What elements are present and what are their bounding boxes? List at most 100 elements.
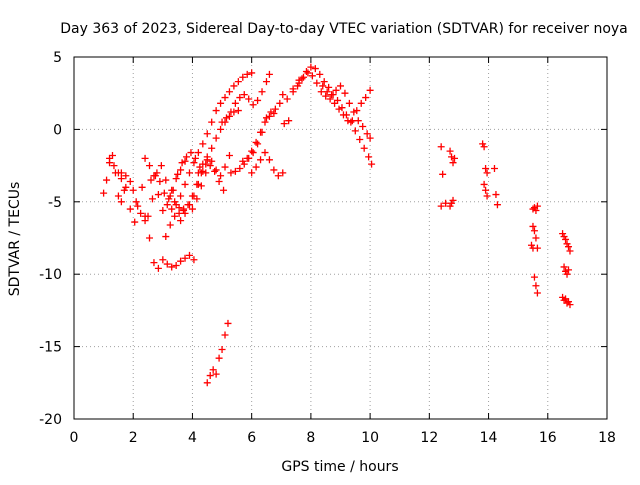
data-point (236, 94, 244, 102)
x-tick-label: 0 (70, 430, 79, 446)
data-point (442, 199, 450, 207)
data-point (332, 86, 340, 94)
data-point (222, 114, 230, 122)
data-point (322, 92, 330, 100)
data-point (326, 95, 334, 103)
data-point (103, 176, 111, 184)
data-point (209, 366, 217, 374)
data-point (193, 195, 201, 203)
data-point (307, 63, 315, 71)
data-point (328, 91, 336, 99)
data-point (227, 108, 235, 116)
data-point (565, 243, 573, 251)
data-point (317, 88, 325, 96)
data-point (331, 99, 339, 107)
data-point (249, 149, 257, 157)
x-axis-title: GPS time / hours (281, 459, 398, 475)
series-arc-32 (559, 230, 574, 255)
data-point (208, 157, 216, 165)
data-point (117, 198, 125, 206)
data-point (129, 186, 137, 194)
data-point (168, 263, 176, 271)
data-point (203, 379, 211, 387)
data-point (181, 209, 189, 217)
x-tick-label: 4 (188, 430, 197, 446)
data-point (451, 154, 459, 162)
data-point (449, 196, 457, 204)
data-point (532, 282, 540, 290)
data-point (265, 70, 273, 78)
series-arc-20 (319, 82, 374, 142)
data-point (141, 154, 149, 162)
data-point (177, 217, 185, 225)
data-point (224, 319, 232, 327)
data-point (234, 107, 242, 115)
data-point (218, 118, 226, 126)
data-point (122, 172, 130, 180)
data-point (530, 227, 538, 235)
data-point (217, 99, 225, 107)
data-point (163, 201, 171, 209)
data-point (211, 167, 219, 175)
data-point (172, 262, 180, 270)
data-point (168, 205, 176, 213)
data-point (362, 94, 370, 102)
data-point (261, 118, 269, 126)
series-arc-29 (529, 202, 541, 214)
series-arc-19 (295, 69, 374, 125)
data-point (252, 163, 260, 171)
x-tick-label: 2 (129, 430, 138, 446)
data-point (248, 147, 256, 155)
data-point (298, 75, 306, 83)
y-tick-label: -10 (39, 267, 62, 283)
data-point (295, 79, 303, 87)
data-point (532, 234, 540, 242)
data-point (245, 95, 253, 103)
x-tick-label: 6 (247, 430, 256, 446)
series-arc-17 (271, 76, 303, 113)
data-point (493, 201, 501, 209)
data-point (565, 266, 573, 274)
data-point (221, 331, 229, 339)
series-arc-21 (280, 117, 293, 128)
data-point (319, 82, 327, 90)
data-point (122, 183, 130, 191)
data-point (302, 67, 310, 75)
data-point (177, 257, 185, 265)
data-point (154, 264, 162, 272)
series-arc-23 (437, 143, 447, 178)
data-point (530, 273, 538, 281)
data-point (194, 149, 202, 157)
data-point (206, 162, 214, 170)
data-point (180, 205, 188, 213)
data-point (356, 136, 364, 144)
data-point (197, 182, 205, 190)
data-point (254, 140, 262, 148)
x-tick-label: 12 (420, 430, 438, 446)
data-point (126, 205, 134, 213)
data-point (163, 260, 171, 268)
data-point (171, 212, 179, 220)
data-point (261, 149, 269, 157)
data-point (208, 118, 216, 126)
data-point (490, 164, 498, 172)
data-point (239, 73, 247, 81)
data-point (257, 128, 265, 136)
series-arc-18 (289, 63, 376, 168)
data-point (221, 163, 229, 171)
data-point (212, 370, 220, 378)
data-point (482, 164, 490, 172)
data-point (159, 256, 167, 264)
series-arc-7 (147, 149, 204, 203)
data-point (159, 206, 167, 214)
data-point (274, 172, 282, 180)
data-point (146, 162, 154, 170)
data-point (492, 191, 500, 199)
data-point (354, 117, 362, 125)
data-point (106, 154, 114, 162)
data-point (270, 109, 278, 117)
data-point (439, 170, 447, 178)
data-point (231, 99, 239, 107)
data-point (218, 345, 226, 353)
